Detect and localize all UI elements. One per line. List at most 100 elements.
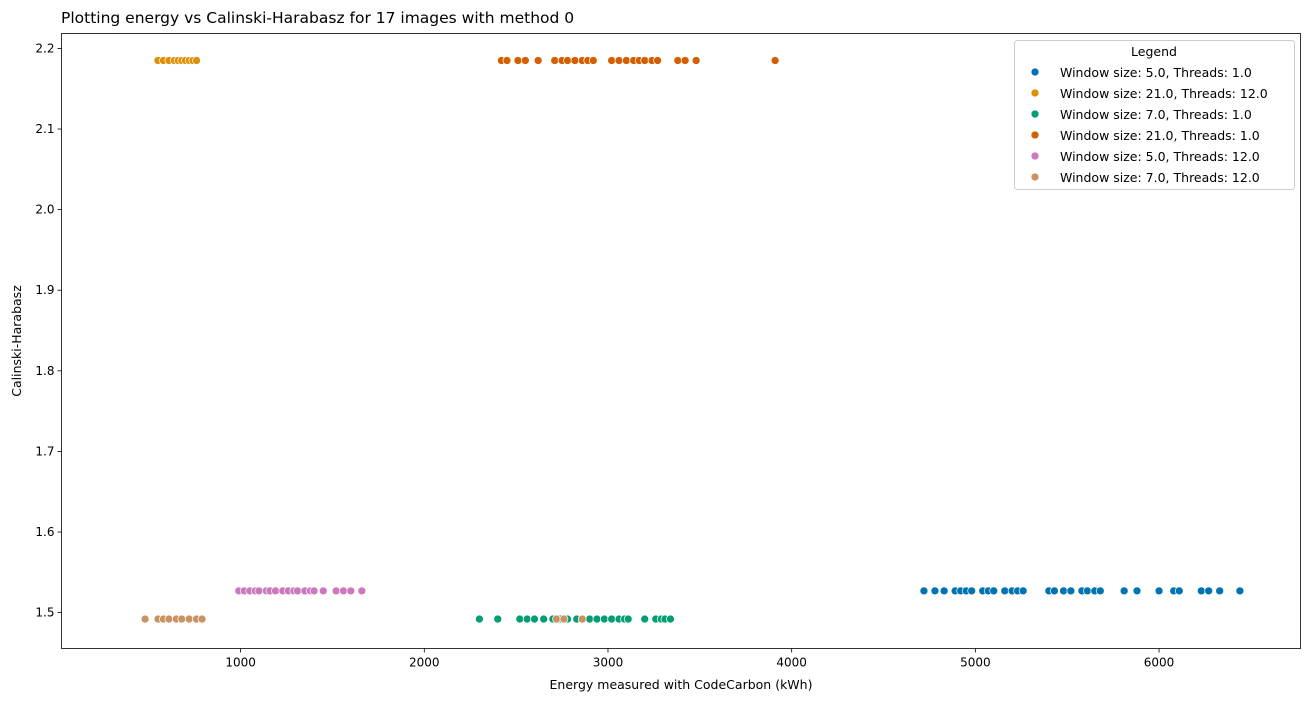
data-point [1018, 586, 1028, 596]
data-point [271, 586, 280, 596]
data-point [691, 56, 701, 65]
series-0 [919, 586, 1245, 596]
legend-marker [1030, 67, 1040, 77]
y-tick-label: 2.2 [35, 41, 54, 55]
data-point [585, 614, 594, 624]
y-tick-label: 2.1 [35, 122, 54, 136]
y-tick-label: 1.6 [35, 525, 54, 539]
data-point [653, 56, 662, 65]
data-point [623, 614, 633, 624]
data-point [1196, 586, 1206, 596]
data-point [919, 586, 929, 596]
data-points [140, 56, 1245, 624]
y-axis-ticks: 1.5 1.6 1.7 1.8 1.9 2.0 2.1 2.2 [35, 41, 62, 620]
data-point [989, 586, 999, 596]
y-tick-label: 2.0 [35, 203, 54, 217]
data-point [588, 56, 598, 65]
legend-entry-label: Window size: 5.0, Threads: 12.0 [1060, 149, 1260, 164]
data-point [475, 614, 484, 624]
series-3 [497, 56, 780, 65]
data-point [607, 56, 617, 65]
x-tick-label: 1000 [225, 656, 256, 670]
data-point [1000, 586, 1010, 596]
data-point [592, 614, 602, 624]
chart-title: Plotting energy vs Calinski-Harabasz for… [61, 9, 574, 27]
legend-entry-label: Window size: 7.0, Threads: 12.0 [1060, 170, 1260, 185]
data-point [177, 614, 187, 624]
data-point [293, 586, 302, 596]
data-point [1066, 586, 1076, 596]
data-point [577, 614, 587, 624]
data-point [967, 586, 977, 596]
data-point [309, 586, 319, 596]
data-point [520, 56, 530, 65]
data-point [1235, 586, 1245, 596]
legend-entry-label: Window size: 21.0, Threads: 1.0 [1060, 128, 1260, 143]
x-axis-label: Energy measured with CodeCarbon (kWh) [550, 677, 813, 692]
series-5 [140, 614, 587, 624]
data-point [493, 614, 503, 624]
y-tick-label: 1.8 [35, 364, 54, 378]
data-point [530, 614, 539, 624]
data-point [539, 614, 549, 624]
data-point [1174, 586, 1184, 596]
data-point [339, 586, 348, 596]
legend-entry-label: Window size: 7.0, Threads: 1.0 [1060, 107, 1252, 122]
y-tick-label: 1.7 [35, 444, 54, 458]
data-point [552, 614, 561, 624]
data-point [513, 56, 523, 65]
data-point [522, 614, 532, 624]
data-point [666, 614, 675, 624]
x-axis-ticks: 1000 2000 3000 4000 5000 6000 [225, 648, 1175, 670]
y-tick-label: 1.5 [35, 606, 54, 620]
data-point [502, 56, 512, 65]
data-point [1154, 586, 1164, 596]
x-tick-label: 3000 [593, 656, 624, 670]
y-axis-label: Calinski-Harabasz [9, 285, 24, 397]
data-point [357, 586, 367, 596]
legend-entry-label: Window size: 5.0, Threads: 1.0 [1060, 65, 1252, 80]
data-point [550, 56, 560, 65]
data-point [1083, 586, 1092, 596]
data-point [640, 56, 650, 65]
data-point [563, 56, 572, 65]
data-point [197, 614, 207, 624]
series-2 [475, 614, 675, 624]
data-point [559, 614, 569, 624]
legend-box [1014, 40, 1295, 190]
data-point [570, 56, 580, 65]
legend-marker [1030, 88, 1040, 98]
data-point [533, 56, 543, 65]
data-point [1059, 586, 1068, 596]
data-point [607, 614, 617, 624]
data-point [1095, 586, 1105, 596]
data-point [331, 586, 341, 596]
x-tick-label: 4000 [776, 656, 807, 670]
data-point [140, 614, 150, 624]
data-point [1119, 586, 1129, 596]
data-point [192, 56, 201, 65]
series-1 [153, 56, 201, 65]
data-point [680, 56, 690, 65]
legend-title: Legend [1131, 44, 1177, 59]
legend-marker [1030, 130, 1040, 140]
legend-marker [1030, 109, 1040, 119]
plot-area [61, 33, 1301, 649]
data-point [622, 56, 631, 65]
data-point [318, 586, 328, 596]
legend-marker [1030, 151, 1040, 161]
data-point [930, 586, 940, 596]
data-point [640, 614, 650, 624]
data-point [184, 614, 194, 624]
x-tick-label: 5000 [960, 656, 991, 670]
data-point [346, 586, 356, 596]
data-point [1215, 586, 1225, 596]
legend-items: Window size: 5.0, Threads: 1.0 Window siz… [1030, 65, 1268, 185]
data-point [673, 56, 683, 65]
data-point [614, 56, 624, 65]
legend-marker [1030, 172, 1040, 182]
data-point [164, 614, 174, 624]
data-point [939, 586, 949, 596]
x-tick-label: 6000 [1144, 656, 1175, 670]
